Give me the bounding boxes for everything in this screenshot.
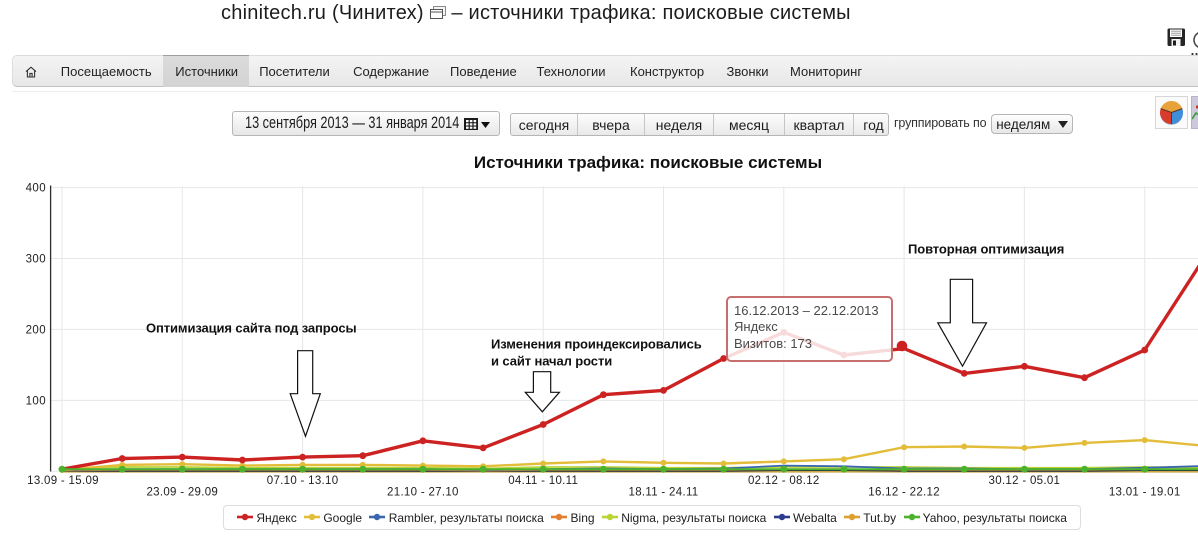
svg-text:18.11 - 24.11: 18.11 - 24.11 <box>629 487 699 499</box>
svg-text:300: 300 <box>26 254 46 266</box>
svg-text:16.12 - 22.12: 16.12 - 22.12 <box>868 487 940 499</box>
svg-text:02.12 - 08.12: 02.12 - 08.12 <box>748 475 820 487</box>
svg-text:Повторная оптимизация: Повторная оптимизация <box>908 242 1064 257</box>
svg-text:13.09 - 15.09: 13.09 - 15.09 <box>27 475 99 487</box>
svg-text:07.10 - 13.10: 07.10 - 13.10 <box>267 475 339 487</box>
svg-text:100: 100 <box>26 395 46 407</box>
svg-text:13.01 - 19.01: 13.01 - 19.01 <box>1109 487 1181 499</box>
svg-text:400: 400 <box>26 183 46 195</box>
svg-text:Оптимизация сайта под запросы: Оптимизация сайта под запросы <box>146 321 356 336</box>
svg-text:200: 200 <box>26 324 46 336</box>
svg-text:21.10 - 27.10: 21.10 - 27.10 <box>387 487 459 499</box>
svg-text:04.11 - 10.11: 04.11 - 10.11 <box>508 475 578 487</box>
svg-text:30.12 - 05.01: 30.12 - 05.01 <box>989 475 1061 487</box>
svg-text:23.09 - 29.09: 23.09 - 29.09 <box>146 487 218 499</box>
svg-text:и сайт начал рости: и сайт начал рости <box>491 354 612 369</box>
svg-text:Изменения проиндексировались: Изменения проиндексировались <box>491 337 702 352</box>
